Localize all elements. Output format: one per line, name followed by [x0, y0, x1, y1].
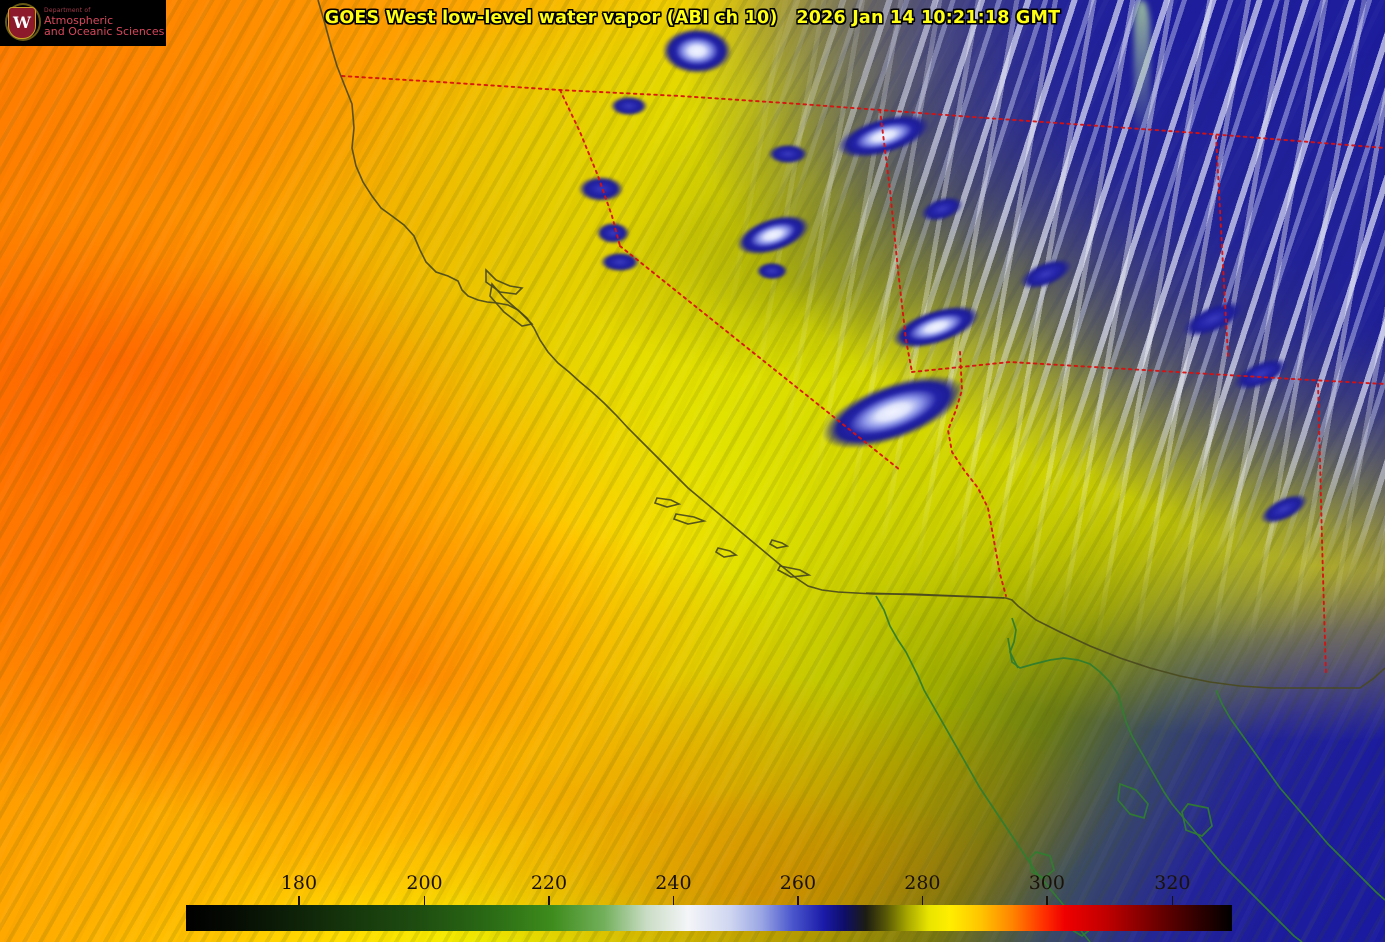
cloud-cell — [662, 28, 732, 74]
crest-wreath-icon — [5, 3, 41, 41]
state-border-ca-nv-north — [559, 89, 621, 247]
colorbar-tick-mark — [423, 896, 426, 905]
colorbar-tick-label: 220 — [530, 872, 568, 894]
us-coastline — [317, 0, 1005, 599]
colorbar-tick-mark — [1171, 896, 1174, 905]
colorbar-tick-mark — [548, 896, 550, 905]
colorbar-tick-label: 320 — [1154, 872, 1191, 894]
logo-text-block: Department of Atmospheric and Oceanic Sc… — [44, 7, 165, 39]
colorbar-tick-mark — [1046, 896, 1048, 905]
state-border-ca-nv — [619, 245, 901, 471]
crest-shield-icon: W — [8, 7, 36, 39]
green-cloud-top-streak — [1134, 0, 1150, 140]
colorbar-tick-label: 260 — [779, 872, 817, 894]
colorbar-gradient — [186, 905, 1232, 931]
colorbar-tick-mark — [797, 896, 799, 905]
state-border-ca-or — [341, 75, 987, 119]
state-border-ut-nv-south — [911, 361, 1385, 385]
channel-islands — [653, 497, 682, 508]
colorbar-tick-marks — [186, 896, 1232, 905]
uw-aos-logo: W Department of Atmospheric and Oceanic … — [0, 0, 166, 46]
state-border-id-wy — [1215, 135, 1229, 357]
gulf-island — [1117, 782, 1149, 820]
gulf-island — [1181, 803, 1213, 837]
colorbar-tick-label: 280 — [904, 872, 941, 894]
channel-islands — [768, 539, 790, 549]
logo-line-oceanic: and Oceanic Sciences — [44, 25, 165, 39]
cloud-cell — [768, 144, 808, 164]
channel-islands — [776, 565, 812, 578]
state-border-or-nv-id — [985, 117, 1385, 149]
channel-islands — [714, 547, 739, 558]
colorbar-tick-label: 200 — [406, 872, 443, 894]
channel-islands — [672, 513, 707, 525]
cloud-cell — [756, 262, 788, 280]
state-border-az-ca — [947, 351, 1007, 597]
colorbar-legend: 180 200 220 240 260 280 300 320 — [186, 872, 1232, 931]
logo-line-department: Department of — [44, 7, 91, 15]
gulf-of-california-coast — [1009, 617, 1019, 669]
cloud-cell — [578, 176, 624, 202]
uw-crest-icon: W — [4, 3, 41, 43]
mainland-mexico-coast — [1215, 689, 1385, 901]
state-border-nv-ut — [879, 109, 913, 373]
baja-peninsula-west-coast — [875, 595, 1091, 942]
colorbar-tick-label: 240 — [655, 872, 692, 894]
state-border-az-nm — [1317, 383, 1327, 675]
logo-line-atmospheric: Atmospheric — [44, 13, 114, 27]
crest-letter: W — [13, 13, 31, 32]
salton-sea-outline — [485, 268, 524, 295]
inland-water-outline — [489, 282, 534, 327]
colorbar-tick-labels: 180 200 220 240 260 280 300 320 — [186, 872, 1232, 896]
image-title: GOES West low-level water vapor (ABI ch … — [324, 8, 1061, 28]
colorbar-tick-mark — [672, 896, 675, 905]
colorbar-tick-label: 180 — [280, 872, 318, 894]
cloud-cell — [596, 222, 630, 244]
baja-peninsula-east-coast — [1007, 637, 1303, 942]
cloud-cell — [610, 96, 648, 116]
colorbar-tick-mark — [921, 896, 924, 905]
colorbar-tick-mark — [298, 896, 300, 905]
us-mexico-border — [865, 592, 1385, 689]
colorbar-tick-label: 300 — [1028, 872, 1065, 894]
baja-island — [1029, 851, 1055, 880]
cloud-cell — [600, 252, 640, 272]
